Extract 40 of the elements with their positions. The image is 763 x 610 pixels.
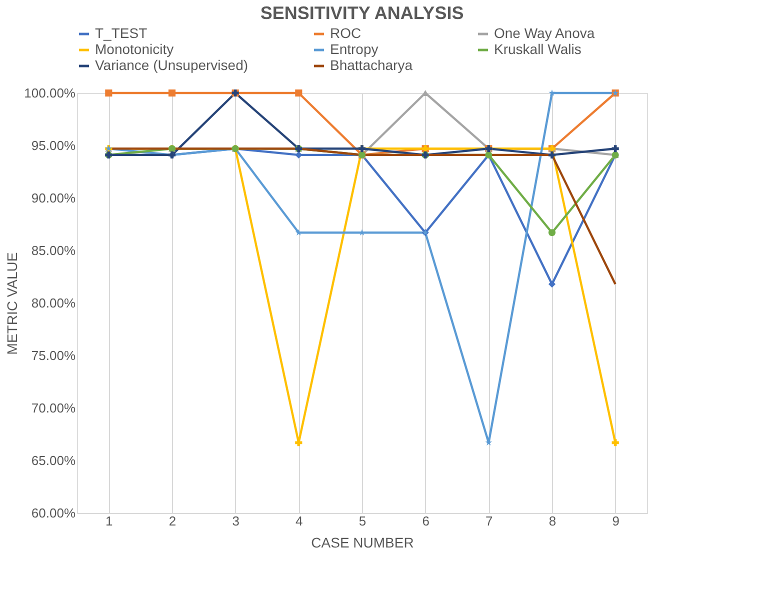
x-tick-label: 3 [232,514,240,528]
y-tick-label: 60.00% [31,506,76,520]
y-tick-label: 90.00% [31,190,76,206]
x-tick-label: 5 [358,514,366,528]
legend-label: Variance (Unsupervised) [95,57,248,73]
x-tick-label: 9 [612,514,620,528]
x-tick-label: 2 [168,514,176,528]
point [612,145,619,152]
point [105,89,112,97]
y-tick-label: 100.00% [24,86,76,100]
point [548,280,556,288]
y-tick-label: 70.00% [31,400,76,416]
point [295,151,302,158]
x-tick-label: 8 [548,514,556,528]
x-tick-label: 4 [296,514,303,528]
chart-title: SENSITIVITY ANALYSIS [260,3,464,23]
legend-label: ROC [330,25,362,41]
legend-label: Monotonicity [95,41,174,57]
point [548,89,556,96]
point [612,439,619,446]
y-tick-label: 80.00% [31,296,76,310]
y-tick-label: 65.00% [31,453,76,468]
legend-label: T_TEST [95,25,148,41]
y-tick-label: 75.00% [31,348,76,363]
x-tick-label: 6 [422,514,430,528]
point [548,151,556,158]
legend-label: One Way Anova [494,25,595,41]
legend-label: Entropy [330,41,378,57]
point [295,89,302,97]
y-tick-label: 95.00% [31,138,76,153]
x-tick-label: 7 [486,514,493,528]
point [295,439,302,446]
point [168,89,176,97]
y-tick-label: 85.00% [31,243,76,258]
y-axis-title: METRIC VALUE [4,252,20,355]
x-axis-title: CASE NUMBER [311,534,414,550]
x-tick-label: 1 [106,514,113,528]
point [548,229,556,236]
legend-label: Kruskall Walis [494,41,582,57]
legend-label: Bhattacharya [330,57,413,73]
